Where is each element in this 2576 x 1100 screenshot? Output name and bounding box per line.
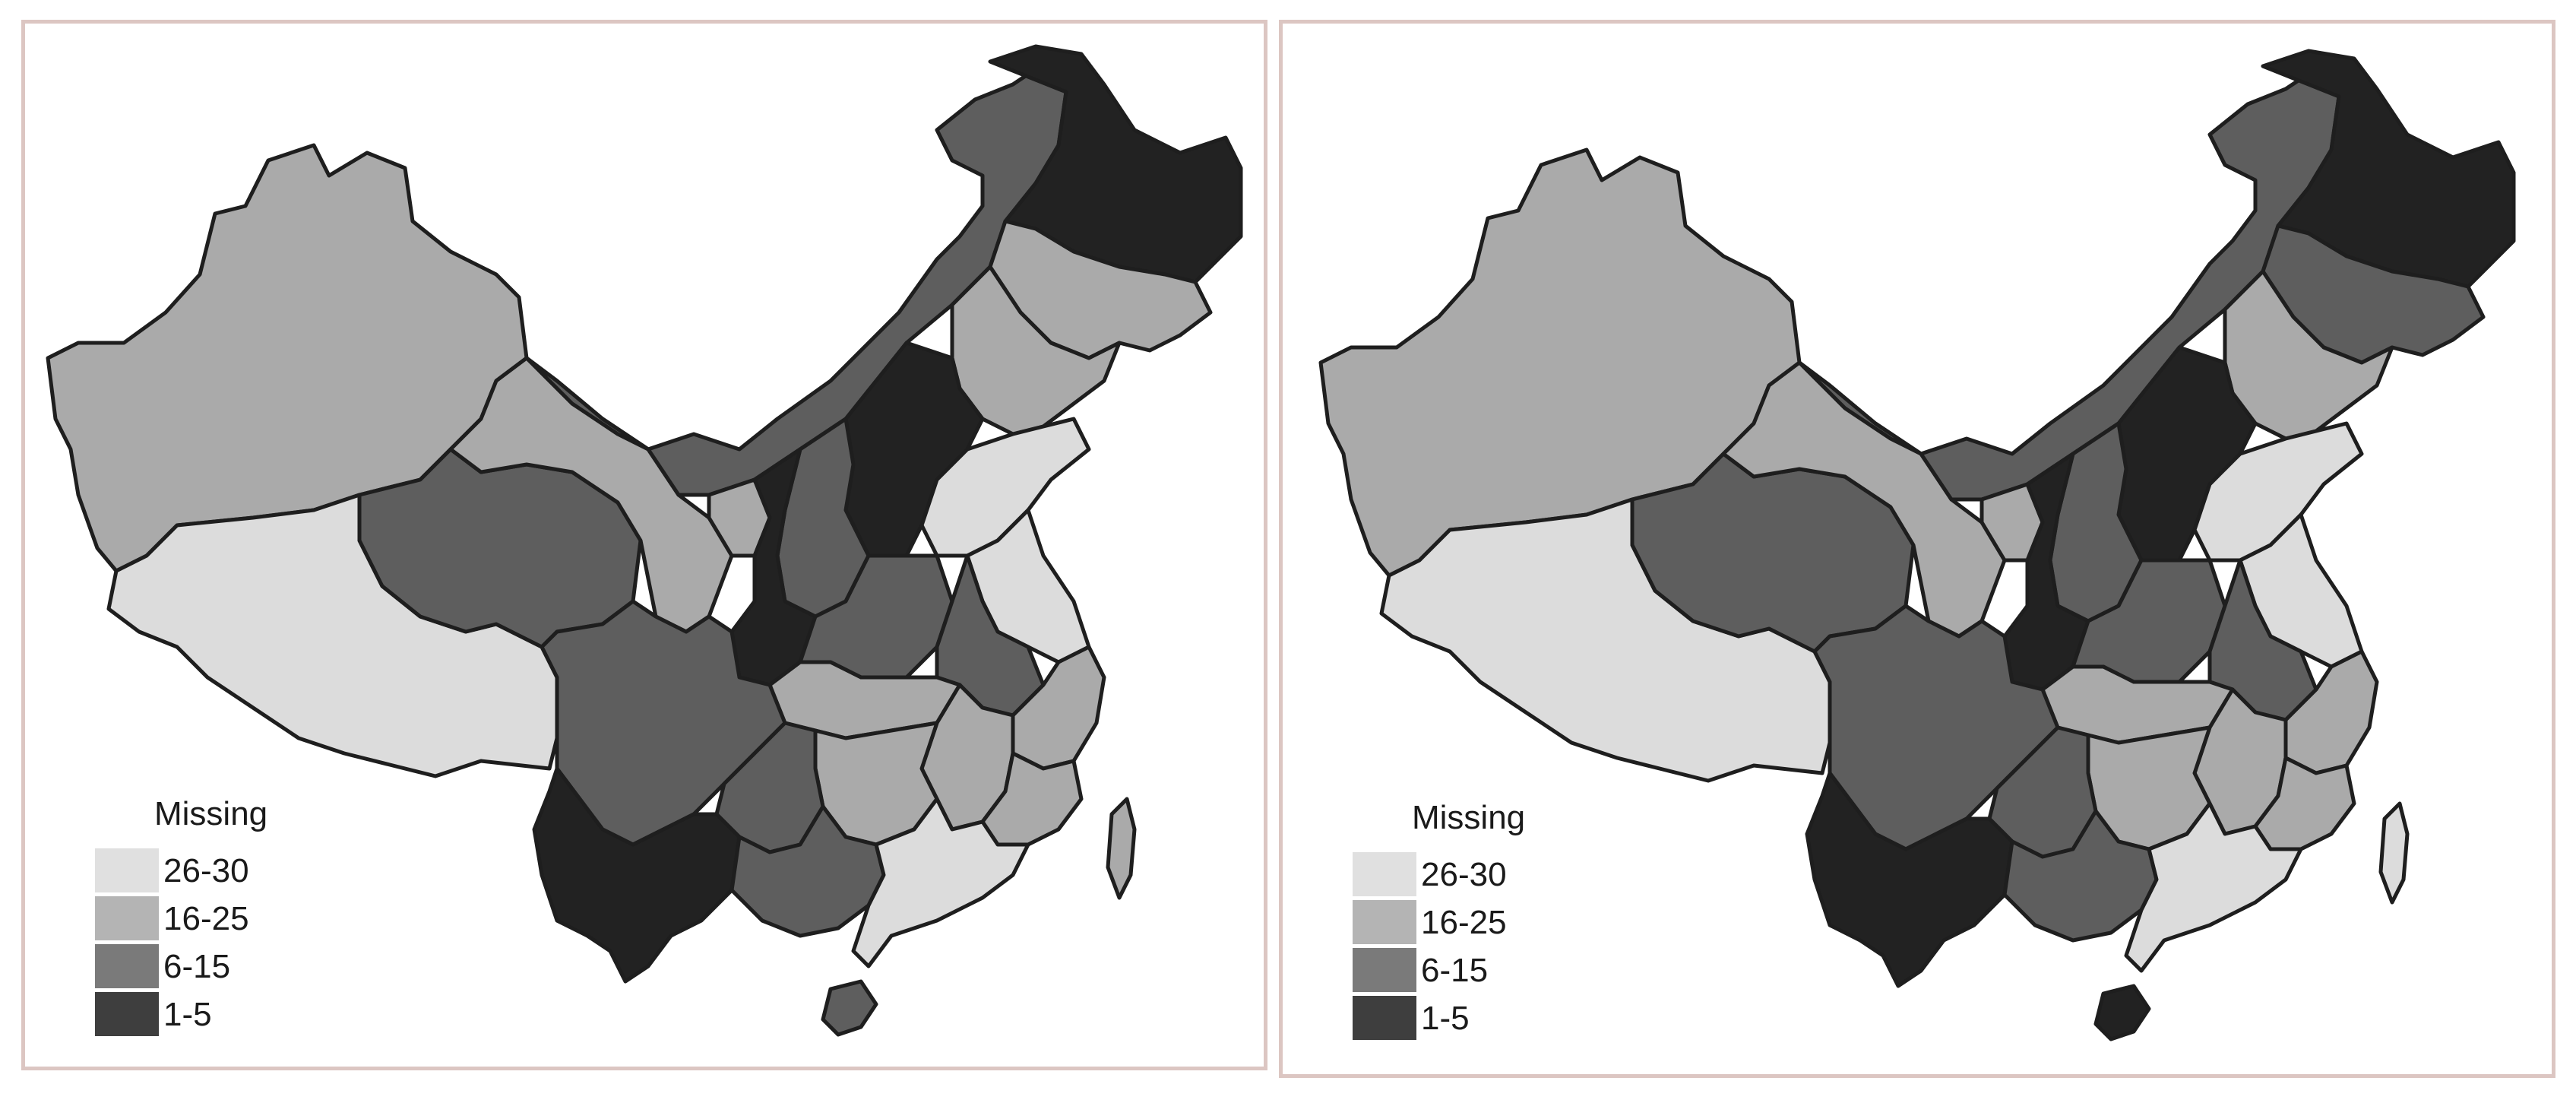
legend-title: Missing [1412,799,1526,836]
region-guangdong [851,797,1030,968]
region-heilongjiang [2261,49,2516,289]
legend-right: Missing 26-30 16-25 6-15 1-5 [1353,799,1581,1050]
legend-swatch [1353,900,1416,944]
legend-label: 1-5 [163,996,212,1033]
region-heilongjiang [988,44,1243,284]
legend-label: 6-15 [1421,952,1489,989]
map-panel-right: Missing 26-30 16-25 6-15 1-5 [1279,20,2555,1078]
province-regions [46,44,1243,1037]
legend-swatch [95,944,159,988]
region-yunnan [532,766,742,984]
legend-label: 16-25 [163,900,249,937]
legend-label: 6-15 [163,948,231,985]
legend-label: 16-25 [1421,904,1507,941]
region-hainan [2093,984,2151,1041]
map-panel-left: Missing 26-30 16-25 6-15 1-5 [21,20,1267,1070]
legend-swatch [1353,948,1416,992]
legend-label: 26-30 [1421,856,1507,893]
legend-swatch [95,992,159,1036]
china-map-left [46,44,1243,1037]
legend-title: Missing [154,795,268,832]
region-yunnan [1805,771,2014,988]
region-taiwan [1106,797,1137,900]
china-map-right [1318,49,2516,1041]
legend-swatch [95,896,159,940]
legend-swatch [95,848,159,892]
legend-left: Missing 26-30 16-25 6-15 1-5 [95,795,323,1046]
legend-swatch [1353,996,1416,1040]
legend-swatch [1353,852,1416,896]
region-hainan [821,979,878,1037]
region-guangdong [2124,801,2303,973]
legend-label: 26-30 [163,852,249,889]
legend-label: 1-5 [1421,1000,1470,1037]
province-regions [1318,49,2516,1041]
region-taiwan [2378,801,2410,905]
